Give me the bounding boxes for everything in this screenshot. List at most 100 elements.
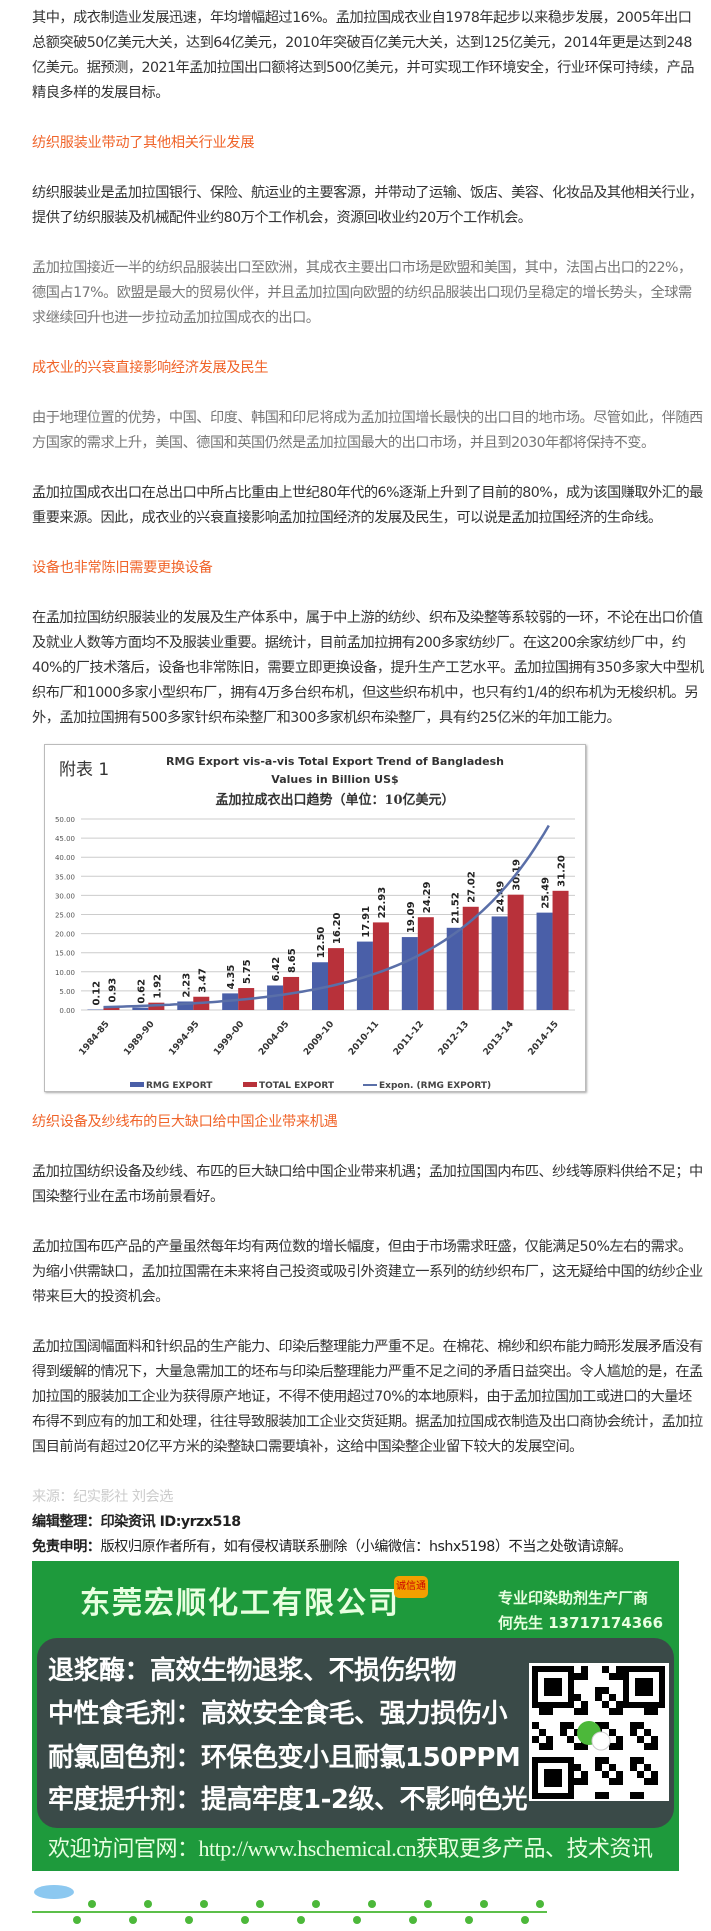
y-tick-label: 45.00: [55, 835, 75, 843]
ad-tagline: 专业印染助剂生产厂商: [498, 1589, 649, 1607]
data-label: 12.50: [316, 927, 327, 959]
data-label: 4.35: [226, 965, 237, 990]
section-heading: 纺织服装业带动了其他相关行业发展: [32, 135, 255, 151]
data-label: 21.52: [451, 892, 462, 924]
bird-icon: [34, 1885, 74, 1899]
export-trend-chart: 附表 1 RMG Export vis-a-vis Total Export T…: [44, 744, 586, 1092]
data-label: 3.47: [197, 968, 208, 993]
bar-total: [462, 906, 479, 1010]
legend-trend: Expon. (RMG EXPORT): [379, 1081, 491, 1091]
bar-total: [507, 894, 524, 1010]
y-tick-label: 15.00: [55, 950, 75, 958]
x-tick-label: 1989-90: [122, 1020, 156, 1058]
wechat-qr-code: [529, 1663, 669, 1801]
chart-title: RMG Export vis-a-vis Total Export Trend …: [166, 755, 504, 768]
paragraph: 孟加拉国接近一半的纺织品服装出口至欧洲，其成衣主要出口市场是欧盟和美国，其中，法…: [32, 260, 692, 326]
bar-rmg: [132, 1007, 149, 1010]
data-label: 2.23: [181, 973, 192, 998]
paragraph: 孟加拉国成衣出口在总出口中所占比重由上世纪80年代的6%逐渐上升到了目前的80%…: [32, 485, 703, 526]
data-label: 5.75: [242, 959, 253, 984]
x-tick-label: 2010-11: [347, 1020, 381, 1058]
y-tick-label: 5.00: [59, 988, 75, 996]
legend-swatch-total: [243, 1082, 257, 1087]
advertisement-banner[interactable]: 东莞宏顺化工有限公司 诚信通 专业印染助剂生产厂商 何先生 13717174366…: [32, 1561, 679, 1871]
x-tick-label: 1984-85: [78, 1020, 112, 1058]
legend-rmg: RMG EXPORT: [146, 1081, 213, 1091]
x-tick-label: 2013-14: [482, 1020, 516, 1058]
y-tick-label: 10.00: [55, 969, 75, 977]
x-tick-label: 2011-12: [392, 1020, 426, 1058]
editor-credit: 编辑整理：印染资讯 ID:yrzx518: [32, 1510, 704, 1535]
data-label: 0.12: [91, 981, 102, 1006]
bar-rmg: [177, 1001, 194, 1010]
bar-total: [328, 948, 344, 1010]
paragraph: 由于地理位置的优势，中国、印度、韩国和印尼将成为孟加拉国增长最快的出口目的地市场…: [32, 410, 703, 451]
chart-svg: 附表 1 RMG Export vis-a-vis Total Export T…: [55, 755, 575, 1091]
section-heading: 纺织设备及纱线布的巨大缺口给中国企业带来机遇: [32, 1114, 338, 1130]
paragraph: 孟加拉国阔幅面料和针织品的生产能力、印染后整理能力严重不足。在棉花、棉纱和织布能…: [32, 1339, 703, 1455]
ad-phone: 何先生 13717174366: [498, 1614, 664, 1632]
x-tick-label: 2012-13: [437, 1020, 471, 1058]
editor-value: 印染资讯 ID:yrzx518: [100, 1514, 241, 1530]
bar-total: [372, 922, 389, 1010]
ad-product-line: 退浆酶：高效生物退浆、不损伤织物: [48, 1656, 457, 1686]
legend-swatch-rmg: [130, 1082, 144, 1087]
disclaimer-text: 版权归原作者所有，如有侵权请联系删除（小编微信：hshx5198）不当之处敬请谅…: [100, 1539, 632, 1555]
y-tick-label: 50.00: [55, 816, 75, 824]
paragraph: 纺织服装业是孟加拉国银行、保险、航运业的主要客源，并带动了运输、饭店、美容、化妆…: [32, 185, 703, 226]
y-tick-label: 30.00: [55, 892, 75, 900]
ad-website[interactable]: 欢迎访问官网：http://www.hschemical.cn获取更多产品、技术…: [48, 1836, 653, 1861]
data-label: 17.91: [361, 906, 372, 938]
data-label: 1.92: [152, 974, 163, 999]
bar-rmg: [312, 962, 328, 1010]
chart-label: 附表 1: [59, 760, 109, 780]
y-tick-label: 35.00: [55, 873, 75, 881]
ad-product-line: 耐氯固色剂：环保色变小且耐氯150PPM: [48, 1743, 521, 1773]
legend-total: TOTAL EXPORT: [259, 1081, 335, 1091]
bar-total: [417, 917, 434, 1010]
ad-contact: 专业印染助剂生产厂商 何先生 13717174366: [498, 1586, 663, 1636]
bar-rmg: [401, 937, 418, 1010]
data-label: 31.20: [557, 855, 568, 887]
data-label: 24.29: [422, 882, 433, 914]
section-heading: 成衣业的兴衰直接影响经济发展及民生: [32, 360, 269, 376]
x-tick-label: 1994-95: [167, 1020, 201, 1058]
bar-rmg: [267, 985, 284, 1010]
chart-title-cn: 孟加拉成衣出口趋势（单位：10亿美元）: [215, 792, 454, 808]
data-label: 16.20: [332, 912, 343, 944]
data-label: 0.62: [136, 979, 147, 1004]
decorative-vine-divider: [32, 1885, 547, 1924]
bar-rmg: [446, 927, 463, 1010]
data-label: 25.49: [541, 877, 552, 909]
paragraph: 在孟加拉国纺织服装业的发展及生产体系中，属于中上游的纺纱、织布及染整等系较弱的一…: [32, 610, 704, 726]
section-heading: 设备也非常陈旧需要更换设备: [32, 560, 213, 576]
data-label: 0.93: [107, 978, 118, 1003]
data-label: 8.65: [287, 948, 298, 973]
source: 来源：纪实影社 刘会选: [32, 1489, 173, 1505]
data-label: 24.49: [496, 881, 507, 913]
paragraph: 孟加拉国纺织设备及纱线、布匹的巨大缺口给中国企业带来机遇；孟加拉国国内布匹、纱线…: [32, 1164, 703, 1205]
ad-badge: 诚信通: [394, 1576, 428, 1598]
data-label: 6.42: [271, 957, 282, 982]
bar-total: [552, 890, 569, 1010]
editor-label: 编辑整理：: [32, 1514, 101, 1530]
data-label: 27.02: [467, 871, 478, 903]
bar-total: [103, 1006, 120, 1010]
data-label: 19.09: [406, 901, 417, 933]
y-tick-label: 20.00: [55, 931, 75, 939]
y-tick-label: 25.00: [55, 912, 75, 920]
paragraph: 其中，成衣制造业发展迅速，年均增幅超过16%。孟加拉国成衣业自1978年起步以来…: [32, 10, 694, 101]
x-tick-label: 2009-10: [302, 1020, 336, 1058]
y-tick-label: 0.00: [59, 1007, 75, 1015]
trend-line: [103, 824, 550, 1009]
x-tick-label: 2014-15: [527, 1020, 561, 1058]
y-tick-label: 40.00: [55, 854, 75, 862]
x-tick-label: 1999-00: [212, 1020, 246, 1058]
chart-subtitle: Values in Billion US$: [271, 773, 398, 786]
paragraph: 孟加拉国布匹产品的产量虽然每年均有两位数的增长幅度，但由于市场需求旺盛，仅能满足…: [32, 1239, 703, 1305]
disclaimer-label: 免责申明：: [32, 1539, 101, 1555]
disclaimer: 免责申明：版权归原作者所有，如有侵权请联系删除（小编微信：hshx5198）不当…: [32, 1535, 704, 1560]
x-tick-label: 2004-05: [257, 1020, 291, 1058]
bar-rmg: [491, 916, 508, 1010]
